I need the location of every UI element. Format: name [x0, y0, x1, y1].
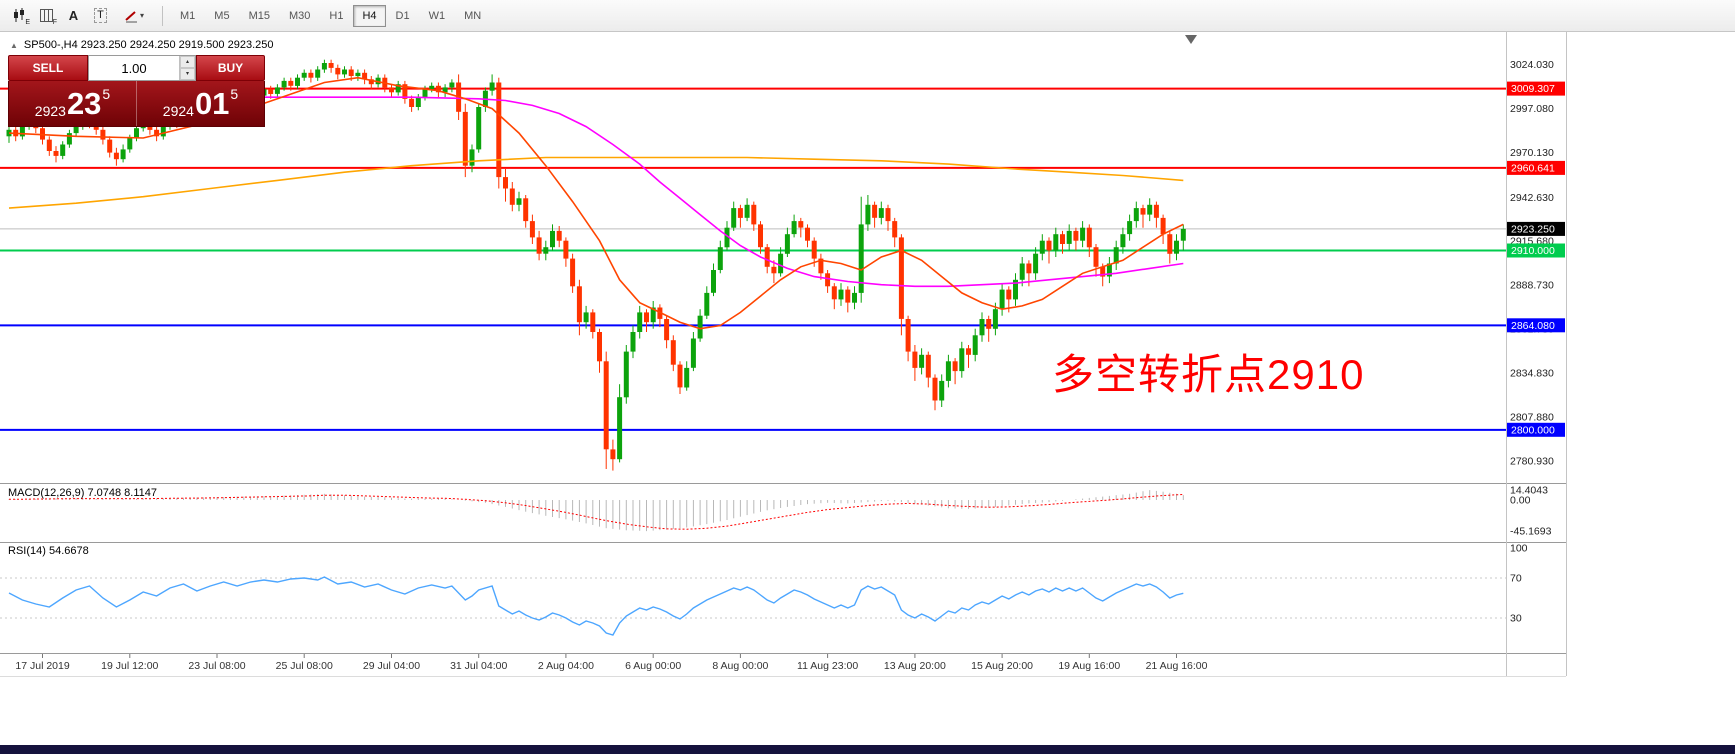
- svg-text:2807.880: 2807.880: [1510, 411, 1554, 423]
- svg-text:2942.630: 2942.630: [1510, 192, 1554, 204]
- rsi-label: RSI(14) 54.6678: [8, 545, 89, 557]
- annotation-text: 多空转折点2910: [1052, 351, 1365, 398]
- ma-fast-red: [8, 76, 1184, 330]
- one-click-collapse-icon[interactable]: ▲: [10, 40, 18, 50]
- macd-pane: [8, 490, 1184, 532]
- svg-text:13 Aug 20:00: 13 Aug 20:00: [884, 660, 946, 672]
- svg-text:8 Aug 00:00: 8 Aug 00:00: [712, 660, 768, 672]
- spinner-up-icon[interactable]: ▴: [180, 56, 195, 68]
- rsi-line: [8, 576, 1184, 636]
- volume-spinner: ▴ ▾: [179, 56, 195, 80]
- svg-text:-45.1693: -45.1693: [1510, 526, 1552, 538]
- timeframe-button-m1[interactable]: M1: [171, 5, 204, 27]
- timeframe-button-h4[interactable]: H4: [353, 4, 386, 27]
- sell-price-sup: 5: [102, 86, 111, 102]
- chart-shift-marker[interactable]: [1185, 35, 1197, 44]
- buy-price-prefix: 2924: [162, 103, 194, 119]
- svg-text:23 Jul 08:00: 23 Jul 08:00: [188, 660, 245, 672]
- bottom-bar: [0, 745, 1735, 754]
- buy-price-sup: 5: [230, 86, 239, 102]
- svg-text:2910.000: 2910.000: [1511, 245, 1555, 257]
- letter-a-glyph: A: [68, 8, 79, 23]
- svg-text:2 Aug 04:00: 2 Aug 04:00: [538, 660, 594, 672]
- pane-borders: [0, 32, 1567, 677]
- svg-text:29 Jul 04:00: 29 Jul 04:00: [363, 660, 420, 672]
- sell-price[interactable]: 2923 23 5: [9, 81, 136, 126]
- one-click-trade-panel: SELL ▴ ▾ BUY 2923 23 5 2924 01 5: [8, 55, 265, 127]
- rsi-pane: [0, 576, 1506, 636]
- svg-text:2888.730: 2888.730: [1510, 280, 1554, 292]
- shapes-tool-icon[interactable]: ▾: [114, 3, 154, 28]
- timeframe-button-mn[interactable]: MN: [455, 5, 490, 27]
- svg-text:14.4043: 14.4043: [1510, 485, 1548, 497]
- toolbar: E F A T ▾ M1 M5 M15 M30 H1 H4 D1 W1 MN: [0, 0, 1735, 32]
- ma-medium-magenta: [8, 96, 1184, 288]
- volume-input[interactable]: [89, 56, 179, 80]
- svg-text:2960.641: 2960.641: [1511, 162, 1555, 174]
- svg-text:31 Jul 04:00: 31 Jul 04:00: [450, 660, 507, 672]
- svg-text:2923.250: 2923.250: [1511, 223, 1555, 235]
- ma-slow-orange: [8, 156, 1184, 209]
- svg-text:2864.080: 2864.080: [1511, 320, 1555, 332]
- svg-text:6 Aug 00:00: 6 Aug 00:00: [625, 660, 681, 672]
- price-divider: [136, 81, 137, 126]
- svg-text:11 Aug 23:00: 11 Aug 23:00: [797, 660, 858, 672]
- svg-text:25 Jul 08:00: 25 Jul 08:00: [276, 660, 333, 672]
- volume-field: ▴ ▾: [88, 55, 196, 81]
- chart-header: ▲ SP500-,H4 2923.250 2924.250 2919.500 2…: [10, 39, 273, 51]
- svg-text:17 Jul 2019: 17 Jul 2019: [15, 660, 69, 672]
- timeframe-bar: M1 M5 M15 M30 H1 H4 D1 W1 MN: [171, 4, 490, 27]
- svg-text:15 Aug 20:00: 15 Aug 20:00: [971, 660, 1033, 672]
- svg-text:2997.080: 2997.080: [1510, 103, 1554, 115]
- sell-price-big: 23: [66, 86, 102, 121]
- macd-label: MACD(12,26,9) 7.0748 8.1147: [8, 487, 157, 499]
- price-axis[interactable]: 3024.0302997.0802970.1302942.6302915.680…: [1507, 59, 1565, 625]
- buy-price-big: 01: [194, 86, 230, 121]
- sell-button[interactable]: SELL: [8, 55, 88, 81]
- svg-text:30: 30: [1510, 613, 1522, 625]
- svg-text:2800.000: 2800.000: [1511, 424, 1555, 436]
- letter-t-glyph: T: [94, 7, 107, 24]
- svg-text:3009.307: 3009.307: [1511, 83, 1555, 95]
- svg-text:2970.130: 2970.130: [1510, 147, 1554, 159]
- timeframe-button-h1[interactable]: H1: [320, 5, 352, 27]
- symbol-ohlc-text: SP500-,H4 2923.250 2924.250 2919.500 292…: [23, 39, 274, 51]
- spinner-down-icon[interactable]: ▾: [180, 68, 195, 80]
- svg-text:3024.030: 3024.030: [1510, 59, 1554, 71]
- svg-text:19 Aug 16:00: 19 Aug 16:00: [1058, 660, 1120, 672]
- macd-signal-line: [8, 493, 1184, 530]
- svg-text:2780.930: 2780.930: [1510, 455, 1554, 467]
- toolbar-separator: [162, 5, 163, 26]
- svg-text:0.00: 0.00: [1510, 495, 1531, 507]
- time-axis[interactable]: 17 Jul 2019 19 Jul 12:00 23 Jul 08:00 25 Ju…: [15, 654, 1208, 672]
- text-tool-icon[interactable]: T: [87, 3, 114, 28]
- chart-tools: E F A T ▾: [6, 3, 154, 28]
- timeframe-button-m15[interactable]: M15: [240, 5, 279, 27]
- candles-layer: [6, 59, 1186, 471]
- svg-text:100: 100: [1510, 543, 1528, 555]
- buy-button[interactable]: BUY: [196, 55, 265, 81]
- grid-list-icon[interactable]: F: [33, 3, 60, 28]
- sub-letter: F: [52, 19, 57, 26]
- timeframe-button-d1[interactable]: D1: [387, 5, 419, 27]
- dropdown-arrow-icon: ▾: [139, 11, 144, 20]
- candlestick-chart-icon[interactable]: E: [6, 3, 33, 28]
- label-tool-icon[interactable]: A: [60, 3, 87, 28]
- trade-controls-row: SELL ▴ ▾ BUY: [8, 55, 265, 81]
- sell-price-prefix: 2923: [34, 103, 66, 119]
- svg-text:70: 70: [1510, 573, 1522, 585]
- timeframe-button-m5[interactable]: M5: [205, 5, 238, 27]
- timeframe-button-m30[interactable]: M30: [280, 5, 319, 27]
- svg-text:19 Jul 12:00: 19 Jul 12:00: [101, 660, 158, 672]
- svg-text:2834.830: 2834.830: [1510, 368, 1554, 380]
- sub-letter: E: [25, 19, 30, 26]
- buy-price[interactable]: 2924 01 5: [137, 81, 264, 126]
- timeframe-button-w1[interactable]: W1: [420, 5, 455, 27]
- price-display: 2923 23 5 2924 01 5: [8, 81, 265, 127]
- svg-text:21 Aug 16:00: 21 Aug 16:00: [1146, 660, 1208, 672]
